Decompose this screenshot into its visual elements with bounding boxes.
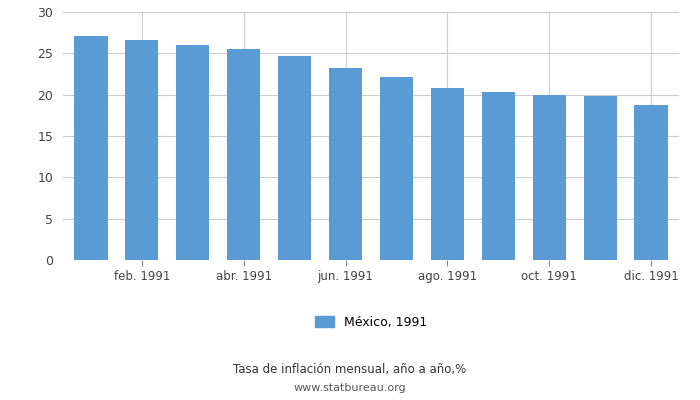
Bar <box>228 49 260 260</box>
Bar <box>482 92 514 260</box>
Text: www.statbureau.org: www.statbureau.org <box>294 383 406 393</box>
Bar <box>380 77 413 260</box>
Text: Tasa de inflación mensual, año a año,%: Tasa de inflación mensual, año a año,% <box>233 364 467 376</box>
Bar <box>533 95 566 260</box>
Bar <box>634 104 668 260</box>
Bar <box>176 45 209 260</box>
Bar <box>584 96 617 260</box>
Bar <box>278 56 312 260</box>
Bar <box>329 68 362 260</box>
Bar <box>74 36 108 260</box>
Bar <box>125 40 158 260</box>
Bar <box>430 88 464 260</box>
Legend: México, 1991: México, 1991 <box>310 311 432 334</box>
